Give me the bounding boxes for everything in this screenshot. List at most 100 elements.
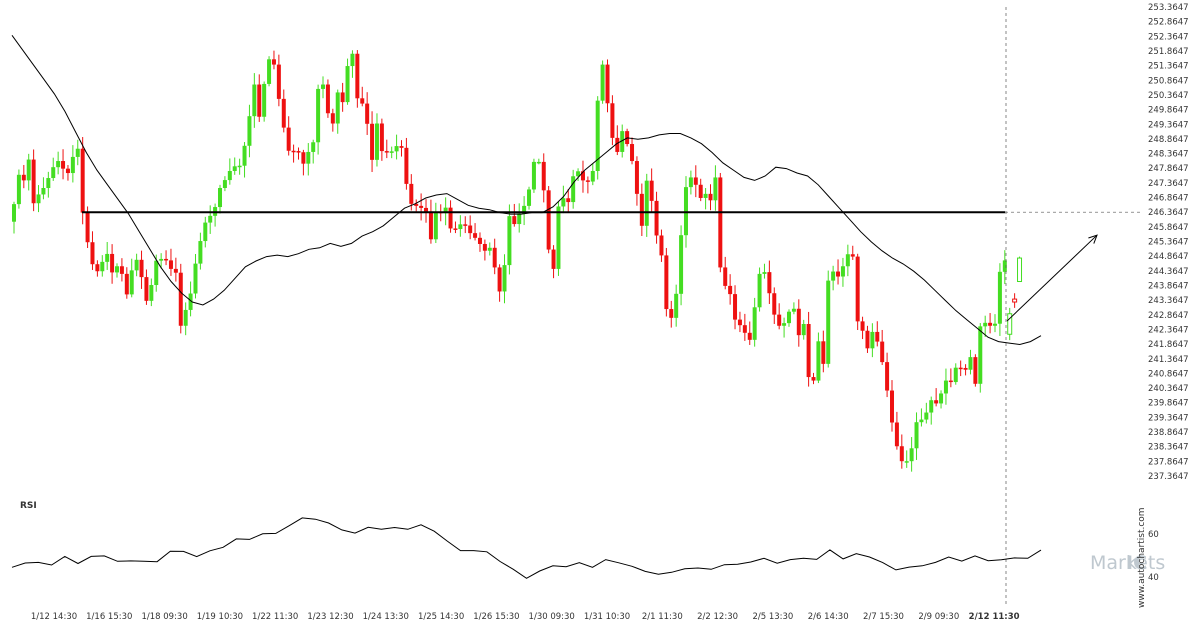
candle xyxy=(904,450,909,468)
candle xyxy=(237,158,242,175)
candle xyxy=(360,86,365,107)
candle xyxy=(610,95,615,146)
candle xyxy=(262,81,267,122)
candle xyxy=(374,113,379,167)
candle xyxy=(168,248,173,276)
price-axis-labels: 253.3647 252.8647 252.3647 251.8647 251.3647… xyxy=(1148,3,1189,482)
rsi-title: RSI xyxy=(20,501,37,511)
candle xyxy=(115,263,120,278)
candle xyxy=(41,177,46,200)
price-tick-label: 244.8647 xyxy=(1148,252,1189,262)
candle xyxy=(365,92,370,135)
candle xyxy=(919,408,924,427)
watermark-logo-mark: IC xyxy=(1126,552,1147,574)
candle-projected xyxy=(1007,307,1013,341)
price-tick-label: 250.3647 xyxy=(1148,91,1189,101)
candle xyxy=(934,388,939,407)
candle xyxy=(458,215,463,237)
price-tick-label: 244.3647 xyxy=(1148,267,1189,277)
candle xyxy=(404,137,409,190)
candle-projected xyxy=(1012,293,1018,308)
candle xyxy=(414,199,419,212)
time-tick-label: 2/5 13:30 xyxy=(752,612,793,622)
candle xyxy=(1002,250,1007,285)
candle xyxy=(674,284,679,327)
candle xyxy=(536,158,541,165)
candle xyxy=(183,302,188,336)
candle xyxy=(110,244,115,284)
price-tick-label: 243.8647 xyxy=(1148,281,1189,291)
price-tick-label: 239.3647 xyxy=(1148,413,1189,423)
candle xyxy=(296,147,301,160)
candle xyxy=(51,157,56,181)
candle xyxy=(173,257,178,282)
candle xyxy=(649,168,654,212)
candle xyxy=(424,199,429,223)
candle xyxy=(232,157,237,175)
candle xyxy=(350,50,355,78)
candle xyxy=(541,153,546,203)
candle xyxy=(772,287,777,324)
candle xyxy=(527,186,532,210)
candle xyxy=(477,232,482,252)
price-tick-label: 251.8647 xyxy=(1148,47,1189,57)
rsi-tick-label: 40 xyxy=(1148,573,1159,583)
candle xyxy=(777,303,782,330)
candle xyxy=(482,239,487,261)
candle xyxy=(600,60,605,104)
candle xyxy=(659,229,664,262)
candle xyxy=(379,118,384,161)
candle xyxy=(370,111,375,172)
candle xyxy=(21,164,26,189)
candle xyxy=(939,390,944,409)
candle xyxy=(399,140,404,157)
candle xyxy=(840,257,845,287)
candle xyxy=(522,196,527,226)
candle xyxy=(816,332,821,384)
time-tick-label: 1/23 12:30 xyxy=(307,612,353,622)
candle xyxy=(889,380,894,432)
time-tick-label: 1/19 10:30 xyxy=(197,612,243,622)
candle xyxy=(870,323,875,358)
candle xyxy=(924,402,929,424)
price-tick-label: 246.8647 xyxy=(1148,194,1189,204)
candle xyxy=(703,187,708,210)
rsi-line xyxy=(11,517,1042,579)
candle xyxy=(70,145,75,183)
candle xyxy=(311,139,316,164)
candle xyxy=(242,142,247,178)
price-tick-label: 250.8647 xyxy=(1148,76,1189,86)
candle xyxy=(757,267,762,312)
candle xyxy=(943,368,948,405)
candle xyxy=(507,204,512,275)
candle xyxy=(394,134,399,160)
candle xyxy=(276,54,281,107)
candle xyxy=(733,285,738,330)
candle xyxy=(384,139,389,159)
rsi-axis-labels: 60 40 xyxy=(1148,530,1159,583)
candle xyxy=(576,168,581,181)
candle xyxy=(453,221,458,234)
candle xyxy=(786,309,791,327)
candle xyxy=(247,104,252,158)
candle xyxy=(885,352,890,398)
candle xyxy=(512,203,517,227)
candle xyxy=(218,184,223,214)
candle xyxy=(845,244,850,277)
candle xyxy=(119,258,124,282)
candle xyxy=(487,242,492,256)
candle xyxy=(708,184,713,211)
candle xyxy=(335,89,340,134)
candle xyxy=(654,191,659,244)
price-tick-label: 242.3647 xyxy=(1148,325,1189,335)
candle xyxy=(301,149,306,176)
candle xyxy=(811,372,816,385)
candle xyxy=(80,137,85,225)
candle xyxy=(85,206,90,249)
candle xyxy=(698,178,703,202)
candle xyxy=(154,254,159,292)
candle xyxy=(124,267,129,299)
candle xyxy=(203,216,208,248)
time-tick-label: 1/16 15:30 xyxy=(86,612,132,622)
